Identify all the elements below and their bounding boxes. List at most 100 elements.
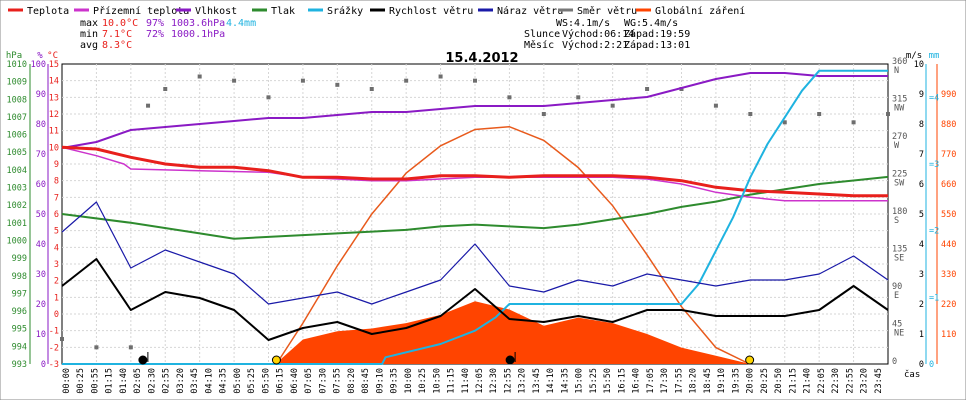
sun-set: Západ:19:59	[624, 28, 690, 40]
tick-label-c: 1	[54, 293, 59, 303]
sunset-marker	[745, 355, 755, 365]
tick-label-c: 11	[49, 127, 59, 137]
stat-min-humidity: 72%	[146, 29, 164, 40]
wind-gust-line	[61, 201, 889, 305]
tick-label-radiation: 990	[941, 90, 956, 100]
tick-label-radiation: 660	[941, 180, 956, 190]
legend-label: Srážky	[327, 5, 363, 17]
moonset-marker	[505, 355, 515, 365]
tick-label-c: -3	[49, 360, 59, 370]
tick-label-pct: 20	[36, 300, 46, 310]
tick-label-time: 18:20	[689, 368, 699, 394]
tick-label-c: 8	[54, 177, 59, 187]
tick-label-hpa: 1006	[7, 131, 27, 141]
tick-label-time: 08:20	[347, 368, 357, 394]
wind-direction-point	[404, 78, 409, 83]
temperature-line	[61, 145, 888, 198]
wind-direction-point	[645, 87, 650, 91]
tick-label-hpa: 1004	[7, 166, 27, 176]
tick-label-c: 3	[54, 260, 59, 270]
wind-direction-point	[817, 112, 822, 116]
tick-label-time: 12:30	[489, 368, 499, 394]
wind-direction-point	[335, 82, 340, 87]
tick-label-c: 15	[49, 60, 59, 70]
tick-label-ms: 5	[919, 210, 924, 220]
tick-label-time: 02:30	[147, 368, 157, 394]
tick-label-hpa: 993	[12, 360, 27, 370]
tick-label-time: 00:55	[91, 368, 101, 394]
tick-label-time: 00:25	[76, 368, 86, 394]
tick-label-radiation: 440	[941, 240, 956, 250]
tick-label-c: 12	[49, 110, 59, 120]
tick-label-direction: 225	[892, 170, 907, 180]
wind-direction-point	[473, 78, 477, 83]
tick-label-c: 10	[49, 143, 59, 153]
legend-label: Směr větru	[577, 5, 637, 17]
stat-max-temp: 10.0°C	[102, 18, 138, 29]
tick-label-ms: 1	[919, 330, 924, 340]
tick-label-pct: 10	[36, 330, 46, 340]
stat-avg-label: avg	[80, 40, 98, 51]
tick-label-pct: 30	[36, 270, 46, 280]
legend-label: Vlhkost	[195, 6, 237, 17]
tick-label-time: 22:30	[831, 368, 841, 394]
radiation-theoretical-line	[275, 125, 750, 365]
tick-label-time: 11:40	[461, 368, 471, 394]
tick-label-time: 07:05	[304, 368, 314, 394]
tick-label-radiation: 770	[941, 150, 956, 160]
axis-unit-hpa: hPa	[6, 51, 22, 61]
tick-label-time: 10:25	[418, 368, 428, 394]
wind-direction-point	[266, 95, 271, 100]
tick-label-pct: 50	[36, 210, 46, 220]
moonrise-marker	[138, 355, 148, 365]
tick-label-hpa: 1005	[7, 148, 27, 158]
axis-unit-time: čas	[904, 369, 920, 380]
tick-label-hpa: 1003	[7, 184, 27, 194]
tick-label-time: 04:10	[204, 368, 214, 394]
tick-label-direction: 270	[892, 132, 907, 142]
tick-label-time: 07:55	[333, 368, 343, 394]
tick-label-time: 20:00	[746, 368, 756, 394]
wind-direction-point	[128, 345, 133, 350]
stat-max-rain: 4.4mm	[226, 18, 256, 29]
tick-label-hpa: 1009	[7, 78, 27, 88]
tick-label-pct: 40	[36, 240, 46, 250]
wind-speed-line	[61, 258, 889, 341]
tick-label-time: 14:10	[546, 368, 556, 394]
axis-unit-mm: mm	[929, 51, 940, 61]
wind-direction-point	[782, 120, 787, 125]
tick-label-time: 10:50	[432, 368, 442, 394]
wind-direction-point	[713, 103, 718, 108]
wind-direction-point	[851, 120, 856, 125]
tick-label-ms: 3	[919, 270, 924, 280]
wind-direction-point	[232, 78, 237, 83]
tick-label-time: 03:20	[176, 368, 186, 394]
tick-label-hpa: 996	[12, 307, 27, 317]
tick-label-time: 03:45	[190, 368, 200, 394]
wind-direction-point	[94, 345, 99, 350]
stat-wg: WG:5.4m/s	[624, 18, 678, 29]
tick-label-ms: 7	[919, 150, 924, 160]
wind-direction-point	[576, 95, 581, 100]
tick-label-time: 01:40	[119, 368, 129, 394]
tick-label-radiation: 110	[941, 330, 956, 340]
tick-label-ms: 4	[919, 240, 924, 250]
tick-label-time: 17:55	[674, 368, 684, 394]
tick-label-c: 2	[54, 277, 59, 287]
tick-label-direction: 45	[892, 320, 902, 330]
tick-label-time: 06:40	[290, 368, 300, 394]
wind-direction-point	[146, 103, 151, 108]
tick-label-c: 9	[54, 160, 59, 170]
legend-label: Globální záření	[655, 5, 745, 17]
stat-max-pressure: 1003.6hPa	[171, 18, 225, 29]
tick-label-hpa: 995	[12, 325, 27, 335]
tick-label-time: 15:25	[589, 368, 599, 394]
stats-panel: max 10.0°C 97% 1003.6hPa 4.4mm min 7.1°C 72% 100…	[80, 18, 690, 51]
axes: hPa% °C m/s mmčas10101009100810071006100510…	[6, 51, 956, 394]
tick-label-hpa: 1001	[7, 219, 27, 229]
tick-label-c: 14	[49, 77, 59, 87]
wind-direction-point	[541, 112, 546, 116]
tick-label-direction-name: NW	[894, 104, 905, 114]
tick-label-time: 06:15	[276, 368, 286, 394]
tick-label-time: 21:40	[803, 368, 813, 394]
